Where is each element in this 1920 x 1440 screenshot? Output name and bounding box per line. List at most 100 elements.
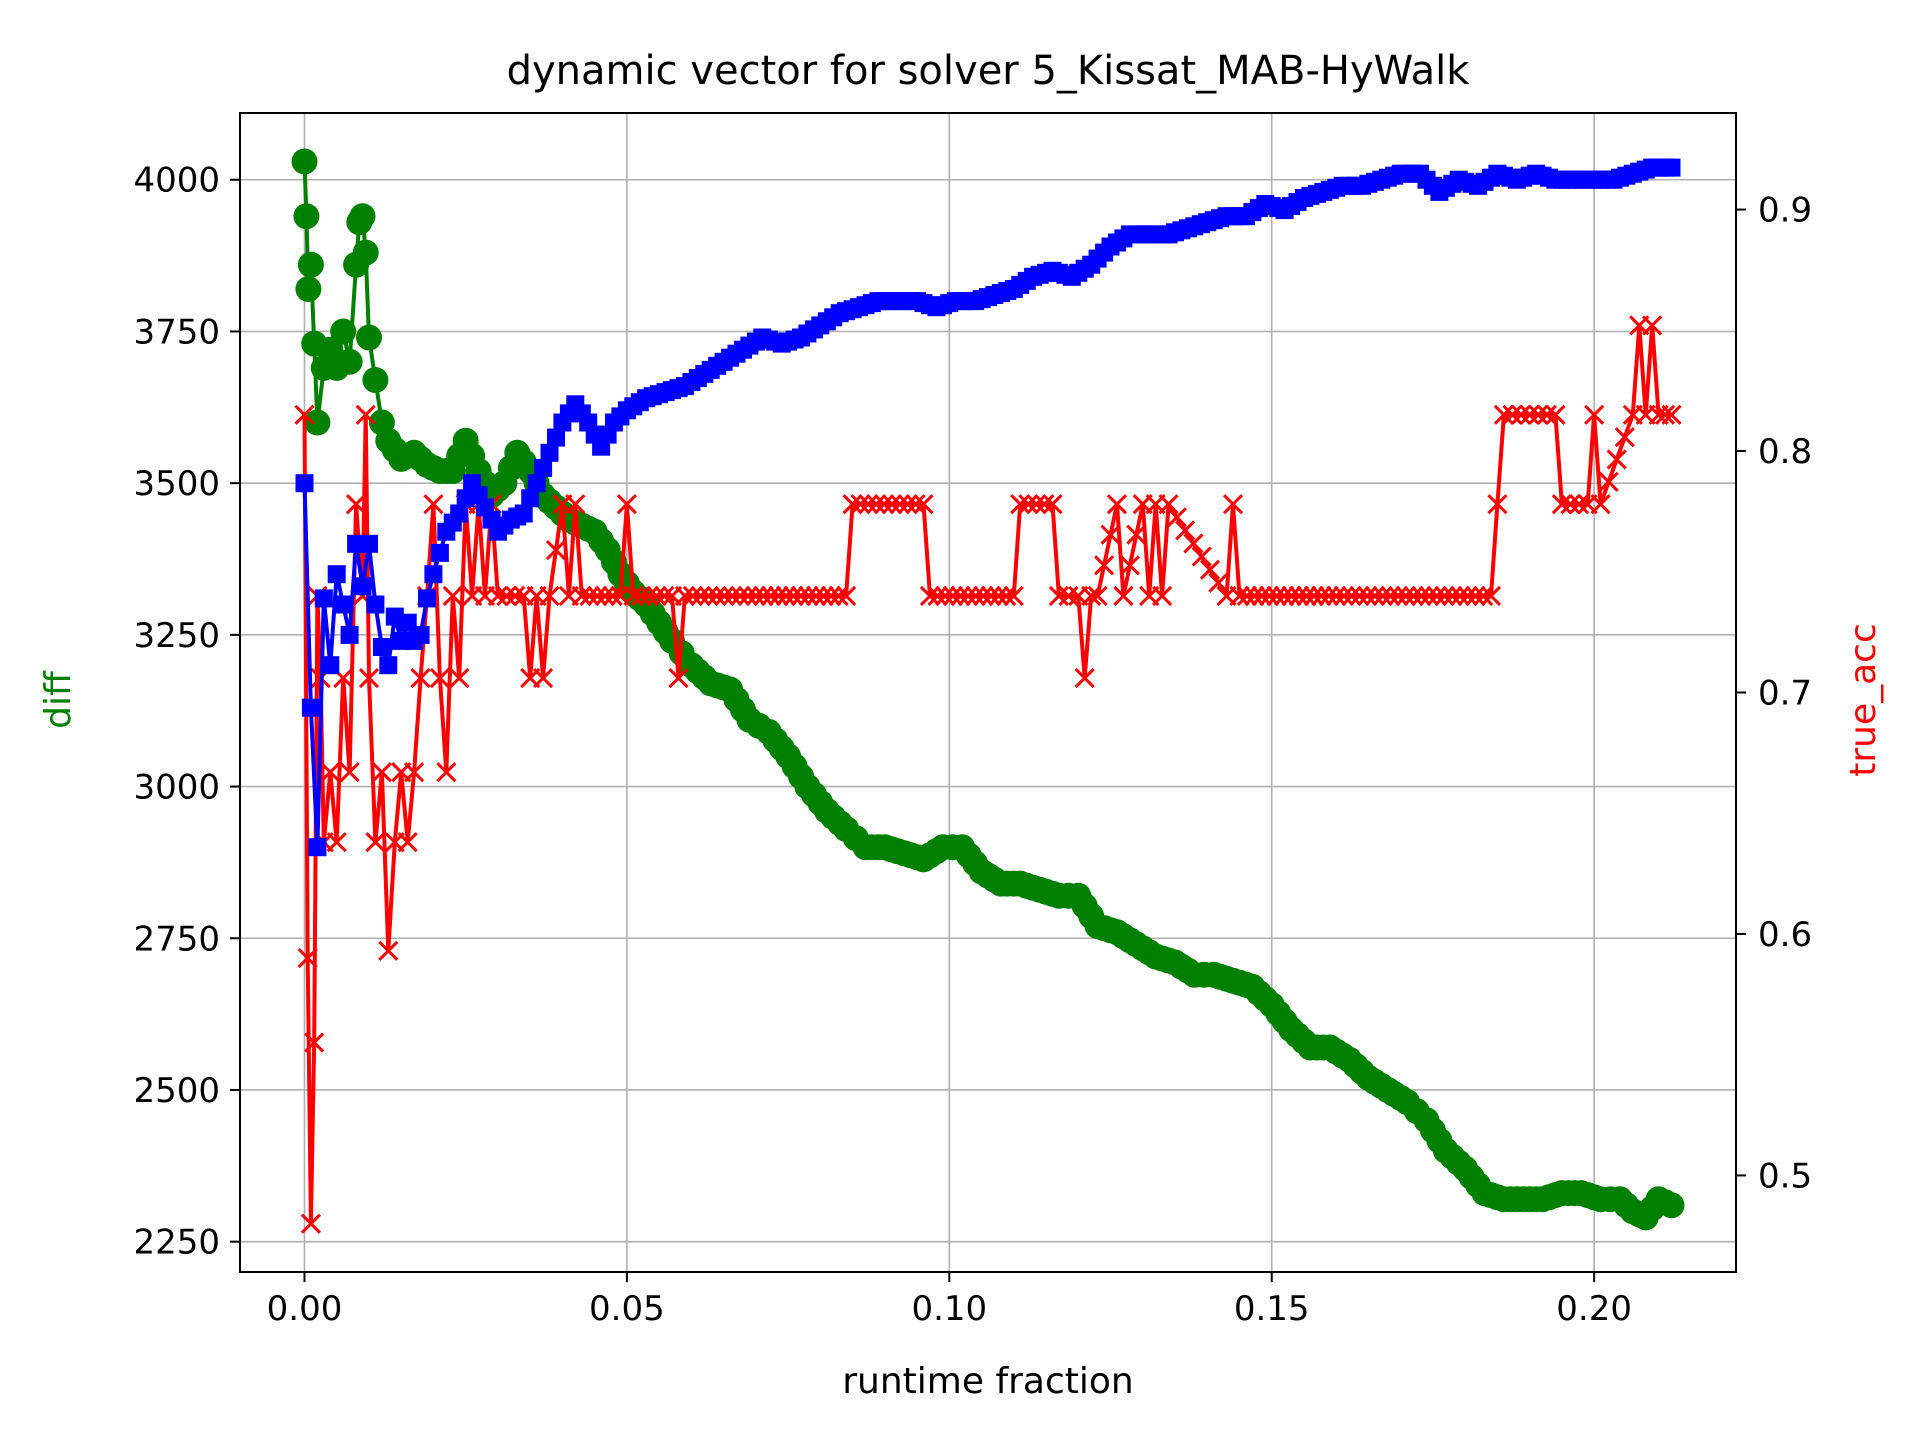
data-point — [534, 459, 553, 477]
y-left-tick-label: 2750 — [133, 919, 220, 959]
y-right-tick-label: 0.9 — [1758, 191, 1812, 231]
data-point — [362, 367, 389, 393]
data-point — [1229, 585, 1250, 606]
data-point — [1388, 585, 1409, 606]
data-point — [294, 404, 315, 425]
data-point — [1119, 555, 1140, 576]
data-point — [1042, 494, 1063, 515]
data-point — [300, 1213, 321, 1234]
data-point — [821, 585, 842, 606]
data-point — [1126, 524, 1147, 545]
data-point — [527, 474, 546, 493]
data-point — [1094, 555, 1115, 576]
data-point — [1318, 585, 1339, 606]
data-point — [1434, 585, 1455, 606]
data-point — [1519, 404, 1540, 425]
data-point — [790, 585, 812, 606]
data-point — [988, 585, 1009, 606]
data-point — [913, 494, 934, 515]
data-point — [1074, 667, 1095, 689]
data-point — [842, 494, 863, 515]
data-point — [1251, 585, 1272, 606]
data-point — [828, 585, 849, 606]
data-point — [349, 203, 376, 230]
data-point — [565, 494, 586, 515]
data-point — [521, 489, 540, 508]
data-point — [301, 698, 320, 717]
y-right-tick-label: 0.5 — [1758, 1156, 1812, 1196]
data-point — [1449, 585, 1471, 606]
data-point — [1380, 585, 1401, 606]
data-point — [297, 948, 318, 969]
data-point — [1010, 494, 1031, 515]
y-left-tick-label: 3250 — [133, 616, 220, 656]
data-point — [1426, 585, 1447, 606]
data-point — [745, 585, 766, 606]
y-axis-label-right: true_acc — [1843, 623, 1884, 777]
data-point — [1274, 585, 1295, 606]
data-point — [442, 585, 463, 606]
data-point — [366, 595, 385, 614]
x-tick-label: 0.00 — [267, 1289, 343, 1329]
data-point — [1493, 404, 1514, 425]
data-point — [1100, 524, 1121, 545]
data-point — [1303, 585, 1324, 606]
data-point — [450, 504, 469, 523]
data-point — [858, 494, 879, 515]
data-point — [1152, 585, 1173, 606]
data-point — [1642, 315, 1663, 336]
data-point — [1357, 585, 1378, 606]
data-point — [571, 585, 592, 606]
data-point — [1288, 585, 1310, 606]
data-point — [336, 348, 363, 375]
data-point — [1058, 585, 1079, 606]
data-point — [1590, 494, 1611, 515]
data-point — [1536, 404, 1557, 425]
chart-title: dynamic vector for solver 5_Kissat_MAB-H… — [507, 48, 1471, 94]
data-point — [378, 940, 399, 961]
data-point — [360, 534, 378, 553]
data-point — [356, 324, 382, 351]
y-left-tick-label: 3750 — [133, 312, 220, 352]
data-point — [616, 494, 637, 515]
data-point — [594, 585, 616, 606]
data-point — [321, 656, 340, 675]
data-point — [340, 625, 359, 644]
data-point — [540, 443, 559, 462]
data-point — [371, 762, 392, 783]
y-left-tick-label: 2500 — [133, 1071, 220, 1111]
data-point — [1281, 585, 1302, 606]
data-point — [334, 595, 353, 614]
data-point — [293, 203, 320, 230]
data-point — [339, 762, 360, 783]
x-tick-label: 0.10 — [911, 1289, 987, 1329]
data-point — [674, 585, 695, 606]
y-right-tick-label: 0.7 — [1758, 674, 1812, 714]
data-point — [760, 585, 781, 606]
data-point — [813, 585, 834, 606]
data-point — [372, 638, 391, 656]
data-point — [836, 585, 857, 606]
data-point — [919, 585, 941, 606]
data-point — [297, 251, 324, 278]
data-point — [424, 565, 443, 584]
data-point — [330, 318, 357, 345]
data-point — [722, 585, 743, 606]
data-point — [1551, 494, 1572, 515]
data-point — [1034, 494, 1055, 515]
y-left-tick-label: 3000 — [133, 768, 220, 808]
data-point — [654, 585, 675, 606]
data-point — [547, 428, 565, 447]
data-point — [958, 585, 979, 606]
data-point — [631, 585, 652, 606]
data-point — [706, 585, 727, 606]
data-point — [346, 494, 367, 515]
data-point — [965, 585, 986, 606]
data-point — [623, 585, 644, 606]
data-point — [418, 589, 436, 608]
data-point — [295, 276, 322, 302]
data-point — [1473, 585, 1494, 606]
data-point — [1183, 533, 1204, 554]
data-point — [291, 148, 318, 175]
